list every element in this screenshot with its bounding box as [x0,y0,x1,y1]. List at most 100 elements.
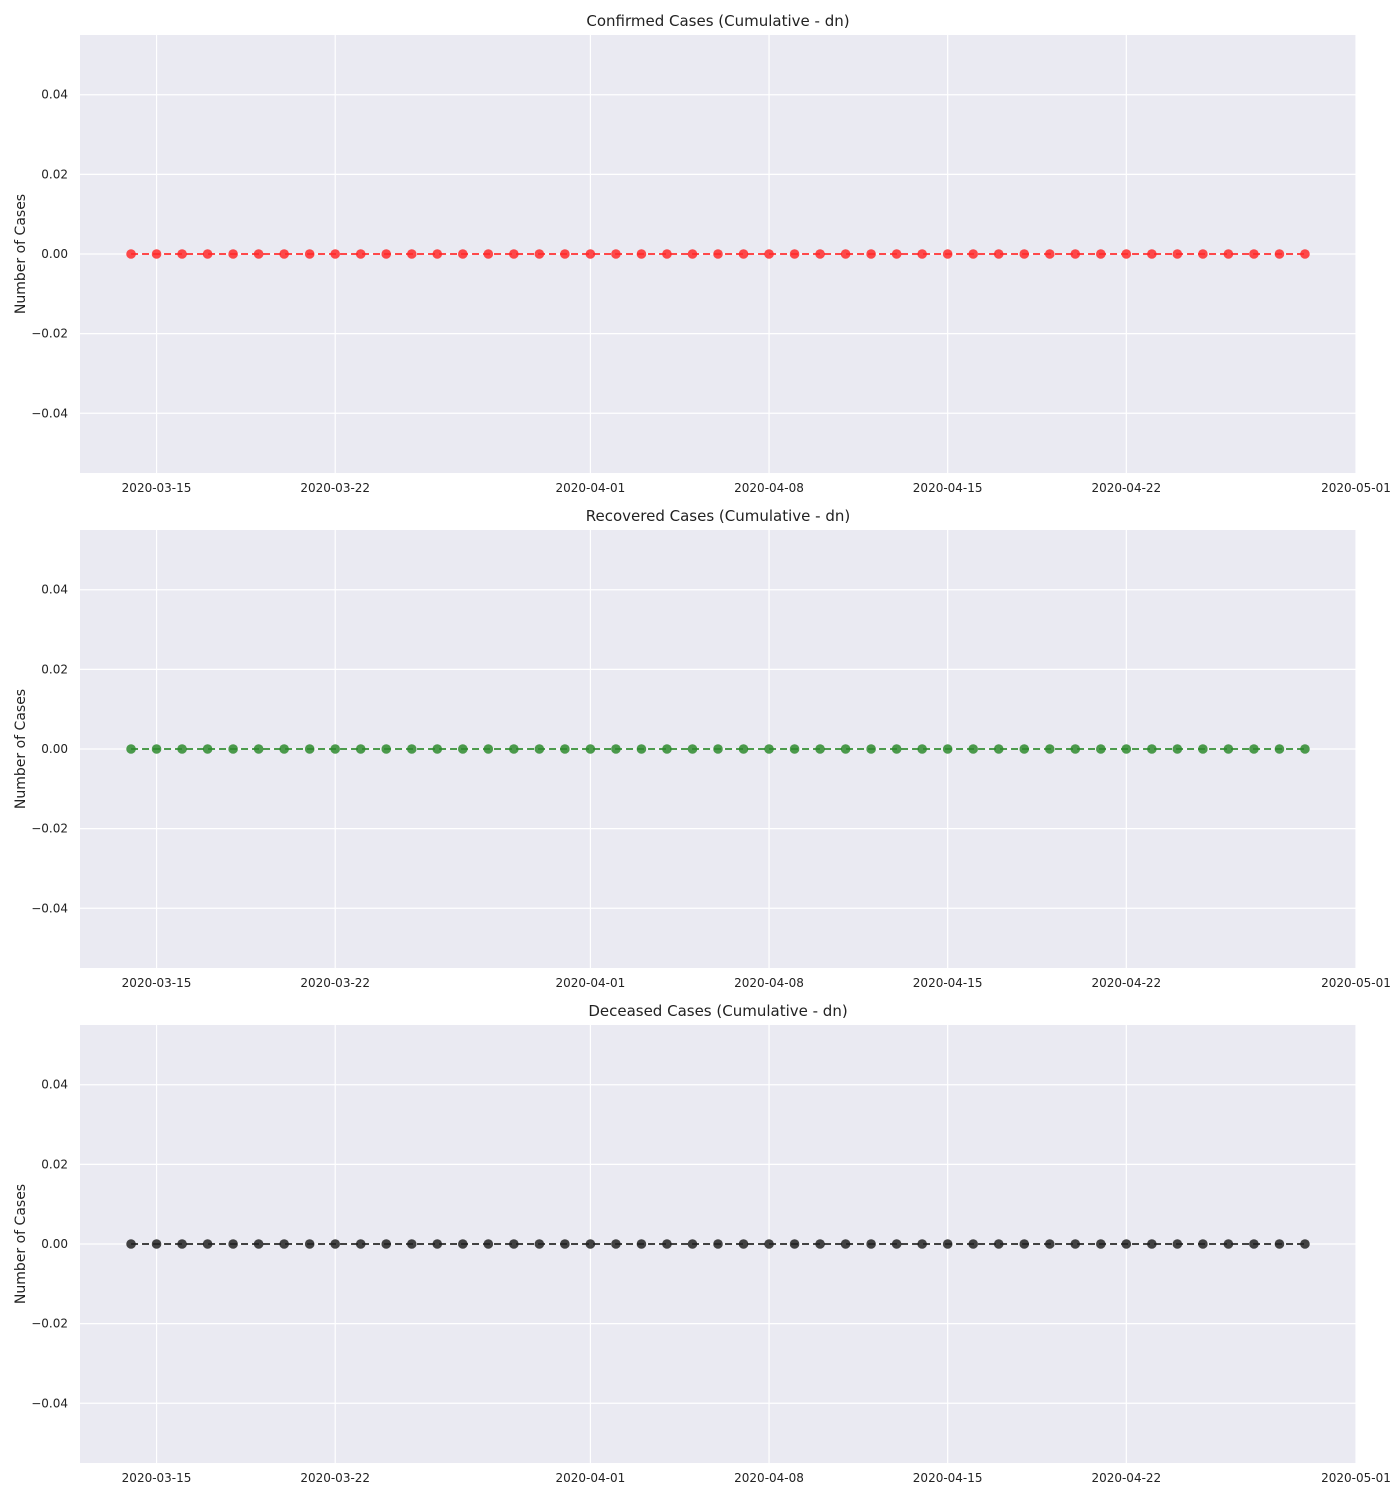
x-tick-label: 2020-04-01 [556,481,626,495]
data-point [611,1239,621,1249]
data-point [406,1239,417,1249]
data-point [1019,249,1030,259]
data-point [1198,744,1208,754]
data-point [968,249,978,259]
data-point [458,744,468,754]
data-point [993,249,1004,259]
data-point [151,744,162,754]
x-tick-label: 2020-04-15 [913,481,983,495]
data-point [789,1239,800,1249]
data-point [1070,249,1081,259]
x-tick-label: 2020-03-22 [300,976,370,990]
data-point [1223,1239,1234,1249]
data-point [355,744,366,754]
data-point [432,249,443,259]
y-tick-label: −0.04 [31,406,68,420]
data-point [381,744,392,754]
data-point [151,249,162,259]
x-tick-label: 2020-03-22 [300,481,370,495]
y-tick-label: 0.00 [41,247,68,261]
data-point [968,1239,978,1249]
data-point [1198,249,1208,259]
data-point [406,249,417,259]
subplot-deceased: Deceased Cases (Cumulative - dn) Number … [13,1002,1391,1485]
x-tick-label: 2020-03-15 [122,481,192,495]
data-point [815,249,825,259]
data-point [738,249,749,259]
data-point [891,249,902,259]
data-point [815,744,825,754]
data-point [585,1239,596,1249]
data-point [560,744,570,754]
y-tick-label: 0.00 [41,1237,68,1251]
data-point [1044,1239,1055,1249]
data-point [406,744,417,754]
y-tick-label: 0.02 [41,1157,68,1171]
data-point [789,249,800,259]
data-point [202,1239,213,1249]
y-tick-label: −0.04 [31,901,68,915]
data-point [764,249,774,259]
y-tick-label: −0.02 [31,1317,68,1331]
data-point [1300,249,1310,259]
data-point [1223,744,1234,754]
data-point [1121,744,1132,754]
data-point [815,1239,825,1249]
data-point [1096,249,1106,259]
chart-title-confirmed: Confirmed Cases (Cumulative - dn) [586,12,849,30]
y-tick-label: 0.04 [41,583,68,597]
data-point [968,744,978,754]
data-point [1172,1239,1183,1249]
data-point [917,1239,927,1249]
data-point [917,249,927,259]
data-point [866,249,876,259]
data-point [1044,249,1055,259]
plot-layer-deceased: 0.04 0.02 0.00 −0.02 −0.04 2020-03-15 2020-03-… [31,1025,1391,1485]
data-point [253,744,264,754]
data-point [1044,744,1055,754]
data-point [483,744,494,754]
data-point [713,744,723,754]
x-tick-label: 2020-05-01 [1321,976,1391,990]
data-point [687,249,698,259]
data-point [713,249,723,259]
x-tick-label: 2020-04-08 [734,481,804,495]
x-tick-label: 2020-03-15 [122,1471,192,1485]
data-point [891,1239,902,1249]
data-point [1274,249,1285,259]
x-tick-label: 2020-04-08 [734,976,804,990]
data-point [662,744,672,754]
y-tick-label: 0.04 [41,88,68,102]
data-point [1070,744,1081,754]
data-point [942,1239,953,1249]
data-point [126,249,136,259]
data-point [355,249,366,259]
data-point [1096,1239,1106,1249]
subplot-confirmed: Confirmed Cases (Cumulative - dn) Number… [13,12,1391,495]
data-point [1147,249,1157,259]
data-point [1172,249,1183,259]
data-point [304,744,315,754]
plot-layer-confirmed: 0.04 0.02 0.00 −0.02 −0.04 2020-03-15 2020-03-… [31,35,1391,495]
data-point [432,1239,443,1249]
data-point [228,1239,238,1249]
x-tick-label: 2020-03-15 [122,976,192,990]
data-point [355,1239,366,1249]
data-point [1223,249,1234,259]
data-point [458,1239,468,1249]
data-point [866,744,876,754]
y-tick-label: 0.02 [41,167,68,181]
data-point [126,1239,136,1249]
x-tick-label: 2020-04-01 [556,976,626,990]
data-point [228,249,238,259]
data-point [1274,744,1285,754]
data-point [713,1239,723,1249]
data-point [253,1239,264,1249]
x-tick-label: 2020-04-22 [1091,1471,1161,1485]
data-point [1019,1239,1030,1249]
data-point [636,249,647,259]
data-point [177,744,187,754]
data-point [1249,1239,1259,1249]
data-point [1300,1239,1310,1249]
